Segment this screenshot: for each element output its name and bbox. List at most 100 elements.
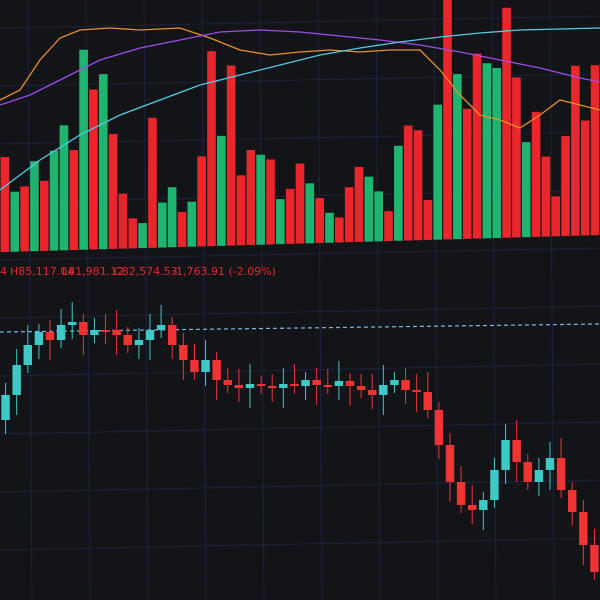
candle-body: [56, 325, 66, 340]
candle-body: [368, 390, 377, 395]
grid-line: [143, 0, 149, 600]
candle-body: [379, 385, 388, 395]
volume-bar: [561, 136, 570, 237]
volume-bar: [462, 108, 472, 239]
ma-purple: [0, 29, 600, 106]
volume-bar: [443, 0, 452, 240]
volume-bar: [276, 199, 285, 245]
candle-body: [101, 330, 110, 332]
volume-bar: [167, 187, 177, 248]
candle-body: [390, 380, 399, 385]
low-value: L81,981.12: [62, 265, 124, 278]
candle-body: [556, 458, 566, 490]
candle-body: [234, 385, 244, 388]
close-value: C82,574.53: [114, 265, 178, 278]
volume-bar: [433, 104, 443, 240]
grid-line: [375, 0, 381, 600]
volume-bar: [482, 63, 492, 239]
volume-bar: [118, 193, 128, 249]
grid-line: [549, 0, 555, 600]
open-fragment: 4: [0, 265, 7, 278]
candle-body: [268, 386, 277, 388]
volume-bar: [256, 154, 265, 245]
volume-bar: [30, 161, 39, 252]
candle-body: [512, 440, 521, 462]
candle-body: [456, 482, 466, 505]
candle-body: [79, 322, 88, 335]
volume-bar: [354, 166, 364, 242]
candle-body: [534, 470, 544, 482]
high-value: H85,117.04: [10, 265, 74, 278]
volume-bar: [0, 157, 10, 252]
volume-bar: [305, 183, 315, 244]
volume-bar: [246, 150, 256, 245]
candle-body: [112, 330, 121, 335]
candle-body: [401, 380, 410, 390]
candle-body: [212, 360, 221, 380]
candle-body: [545, 458, 555, 470]
volume-bar: [10, 191, 20, 252]
candles: [1, 302, 599, 580]
grid-line: [0, 363, 600, 377]
candle-body: [145, 330, 155, 340]
volume-bar: [580, 120, 590, 236]
candle-body: [90, 330, 99, 335]
volume-bar: [374, 191, 384, 242]
volume-bar: [69, 150, 79, 251]
volume-bar: [295, 163, 305, 244]
volume-bar: [177, 211, 187, 247]
grid-line: [0, 421, 600, 435]
grid-line: [433, 0, 439, 600]
candle-body: [501, 440, 510, 470]
candle-body: [423, 392, 432, 410]
candle-body: [412, 390, 421, 392]
volume-bar: [79, 49, 88, 250]
volume-bar: [384, 211, 393, 242]
grid-line: [0, 479, 600, 493]
volume-panel: [0, 0, 600, 252]
volume-bar: [49, 150, 59, 251]
volume-bar: [344, 187, 354, 243]
volume-bar: [207, 51, 216, 247]
candle-body: [323, 385, 332, 387]
candle-body: [301, 380, 310, 386]
volume-bar: [394, 145, 403, 241]
candle-body: [490, 470, 499, 500]
volume-bar: [138, 223, 147, 249]
volume-bar: [89, 89, 98, 250]
candle-body: [579, 512, 588, 545]
candle-body: [345, 381, 355, 386]
volume-bar: [216, 135, 226, 246]
volume-bar: [98, 74, 108, 250]
ma-orange: [0, 27, 600, 129]
ohlc-legend: 4 H85,117.04 L81,981.12 C82,574.53 -1,76…: [0, 265, 276, 278]
volume-bar: [108, 133, 118, 249]
volume-bar: [403, 125, 413, 241]
candle-body: [434, 410, 444, 445]
volume-bar: [128, 218, 138, 249]
candle-body: [12, 365, 21, 395]
candle-body: [223, 380, 232, 385]
change-value: -1,763.91 (-2.09%): [172, 265, 276, 278]
volume-bar: [551, 196, 561, 237]
volume-bar: [325, 212, 334, 243]
moving-averages: [0, 27, 600, 191]
volume-bar: [226, 65, 236, 246]
candle-body: [479, 500, 488, 510]
candle-body: [45, 332, 55, 340]
candle-body: [123, 335, 132, 345]
candle-body: [279, 384, 288, 388]
volume-bar: [20, 186, 29, 252]
candle-body: [334, 381, 344, 386]
ma-cyan: [0, 27, 600, 191]
volume-bar: [423, 199, 433, 240]
candle-body: [68, 322, 77, 325]
grid-line: [259, 0, 265, 600]
volume-bar: [157, 202, 167, 248]
volume-bar: [571, 65, 580, 236]
volume-bar: [39, 180, 49, 251]
volume-bar: [266, 159, 275, 245]
grid-line: [27, 0, 33, 600]
volume-bar: [512, 77, 521, 238]
